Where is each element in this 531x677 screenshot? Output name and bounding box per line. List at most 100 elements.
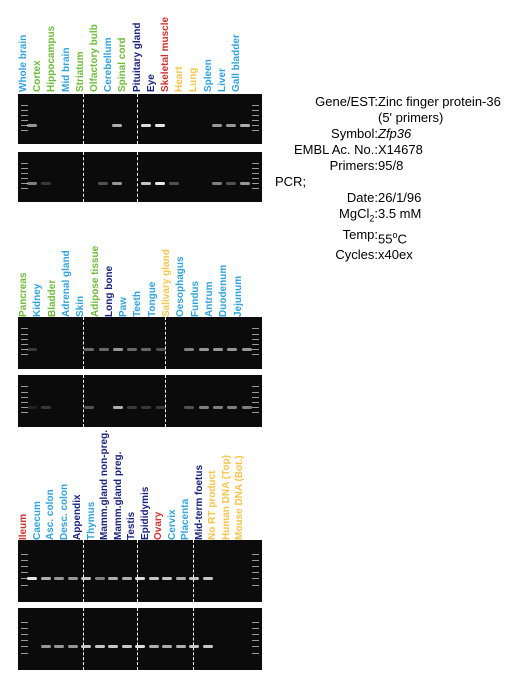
ladder-band [21, 572, 28, 574]
ladder-band [252, 125, 259, 126]
temp-value-unit: C [397, 230, 407, 246]
gel-band [81, 645, 91, 649]
gel-image-panel-2-2 [18, 375, 262, 427]
gel-band [54, 645, 64, 649]
gel-band [227, 406, 238, 410]
ladder-band [252, 338, 259, 340]
lane-label: Human DNA (Top) [220, 455, 232, 540]
gel-band [240, 124, 250, 127]
gel-band [212, 348, 223, 352]
gel-band [141, 406, 152, 410]
ladder-band [21, 338, 28, 340]
ladder-band [252, 553, 259, 555]
ladder-band [252, 110, 259, 111]
ladder-band [21, 578, 28, 580]
lane-label: Lung [188, 67, 200, 92]
ladder-band [21, 110, 28, 111]
ladder-band [21, 386, 28, 388]
lane-separator [137, 608, 138, 670]
ladder-band [252, 559, 259, 561]
symbol-value: Zfp36 [378, 126, 412, 141]
lane-separator [165, 317, 166, 369]
gel-band [94, 645, 105, 649]
lane-label: Eye [145, 74, 157, 92]
lane-label: Asc. colon [45, 489, 56, 540]
gel-band [155, 348, 166, 352]
lane-label: Oesophagus [175, 256, 187, 317]
lane-label: Duodenum [218, 264, 230, 317]
gel-band [108, 577, 118, 581]
gel-band [148, 645, 159, 649]
lane-label: Kidney [32, 283, 44, 317]
lane-label: Salivary gland [161, 249, 172, 317]
lane-label: Hippocampus [46, 25, 58, 92]
ladder-band [21, 627, 28, 629]
lane-label: Spinal cord [117, 37, 129, 92]
ladder-band [252, 183, 259, 184]
ladder-band [21, 640, 28, 642]
gel-band [54, 577, 64, 581]
experiment-info: Gene/EST: Zinc finger protein-36 (5' prim… [275, 94, 501, 263]
lane-label: Ileum [18, 513, 29, 540]
symbol-key: Symbol: [331, 126, 378, 141]
gel-band [135, 645, 145, 649]
gel-band [154, 124, 165, 127]
gel-band [202, 645, 213, 649]
gene-value: Zinc finger protein-36 [378, 94, 501, 109]
lane-separator [193, 540, 194, 602]
ladder-band [21, 566, 28, 568]
symbol-row: Symbol: Zfp36 [275, 126, 501, 142]
gene-key: Gene/EST: [315, 94, 378, 109]
lane-separator [137, 540, 138, 602]
date-key: Date: [346, 190, 378, 205]
lane-label: Mouse DNA (Bot.) [234, 455, 245, 540]
lane-label: Spleen [202, 59, 214, 92]
lane-label: Appendix [72, 494, 83, 540]
ladder-band [21, 553, 28, 555]
ladder-band [21, 120, 28, 121]
ladder-band [252, 646, 259, 648]
cycles-value: x40ex [378, 246, 413, 262]
gel-band [94, 577, 105, 581]
gel-band [241, 348, 252, 352]
gel-band [211, 182, 222, 185]
gel-band [40, 577, 51, 581]
lane-label: Liver [216, 68, 228, 92]
ladder-band [252, 115, 259, 116]
ladder-band [252, 168, 259, 169]
embl-key: EMBL Ac. No.: [293, 142, 378, 157]
gel-band [184, 348, 195, 352]
ladder-band [21, 188, 28, 189]
ladder-band [21, 646, 28, 648]
gel-band [140, 124, 151, 127]
primers-row: Primers: 95/8 [275, 158, 501, 174]
mgcl-value: 3.5 mM [378, 206, 422, 221]
gene-note: (5' primers) [378, 110, 444, 125]
gel-band [27, 124, 37, 127]
ladder-band [252, 391, 259, 393]
ladder-band [252, 402, 259, 404]
lane-label: Thymus [85, 501, 97, 540]
gel-image-panel-1-1 [18, 94, 262, 144]
lane-label: Desc. colon [58, 483, 70, 540]
ladder-band [252, 396, 259, 398]
lane-separator [137, 152, 138, 202]
ladder-band [21, 391, 28, 393]
lane-label: Striatum [74, 51, 86, 92]
gel-band [211, 124, 222, 127]
cycles-key: Cycles: [335, 246, 378, 262]
ladder-band [21, 173, 28, 174]
mgcl-key-text: MgCl [339, 206, 370, 221]
gel-band [84, 406, 95, 410]
ladder-band [252, 572, 259, 574]
gel-band [162, 577, 172, 581]
lane-label: Skeletal muscle [160, 16, 171, 92]
gel-band [84, 348, 95, 352]
gel-band [227, 348, 238, 352]
gel-band [98, 348, 109, 352]
lane-label: Cerebellum [103, 37, 115, 92]
gel-band [112, 182, 123, 185]
ladder-band [252, 173, 259, 174]
ladder-band [21, 349, 28, 351]
lane-label: Teeth [132, 291, 144, 317]
